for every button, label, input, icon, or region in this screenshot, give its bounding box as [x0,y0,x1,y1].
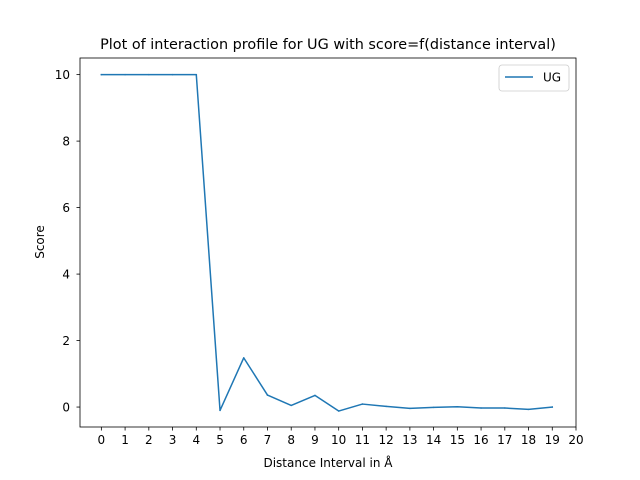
data-point [266,394,269,396]
x-axis: 0 1 2 3 4 5 6 7 8 9 10 11 12 13 14 15 16 17 18 19 20 [98,427,584,447]
x-tick-label: 8 [287,433,295,447]
x-tick-label: 5 [216,433,224,447]
data-point [171,73,174,76]
y-tick-label: 4 [62,268,70,282]
data-point [527,408,530,411]
data-point [290,404,292,407]
data-point [124,73,126,76]
chart-title: Plot of interaction profile for UG with … [100,37,556,53]
y-tick-label: 2 [62,334,70,348]
plot-area [79,57,577,428]
x-tick-label: 7 [264,433,272,447]
x-tick-label: 0 [98,433,106,447]
x-tick-label: 10 [331,433,346,447]
x-tick-label: 14 [426,433,441,447]
legend-label: UG [543,71,561,85]
x-tick-label: 2 [145,433,153,447]
legend: UG [498,64,570,92]
data-point [385,405,387,408]
data-point [504,407,506,409]
x-tick-label: 16 [473,433,488,447]
data-point [409,407,411,410]
x-tick-label: 6 [240,433,248,447]
data-point [432,406,435,409]
x-tick-label: 19 [545,433,560,447]
plot-frame [79,57,577,428]
x-tick-label: 15 [450,433,465,447]
data-point [148,73,150,76]
x-tick-label: 17 [497,433,512,447]
data-point [100,73,103,76]
x-axis-label: Distance Interval in Å [263,455,393,470]
x-tick-label: 11 [355,433,370,447]
data-point [219,409,221,412]
x-tick-label: 9 [311,433,319,447]
y-axis-label: Score [33,225,47,259]
x-tick-label: 13 [402,433,417,447]
y-axis: 0 2 4 6 8 10 [55,68,80,415]
data-point [551,406,554,408]
legend-box [498,64,570,92]
x-tick-label: 20 [568,433,583,447]
x-tick-label: 4 [192,433,200,447]
data-point [337,410,340,412]
series-line-0 [100,73,554,412]
y-tick-label: 10 [55,68,70,82]
x-tick-label: 1 [121,433,129,447]
data-point [480,407,482,409]
data-point [195,73,198,76]
y-tick-label: 0 [62,401,70,415]
y-tick-label: 6 [62,201,70,215]
data-point [314,394,316,397]
data-point [243,357,245,359]
x-tick-label: 12 [379,433,394,447]
data-point [361,403,364,405]
data-point [456,405,459,408]
y-tick-label: 8 [62,135,70,149]
x-tick-label: 3 [169,433,177,447]
x-tick-label: 18 [521,433,536,447]
